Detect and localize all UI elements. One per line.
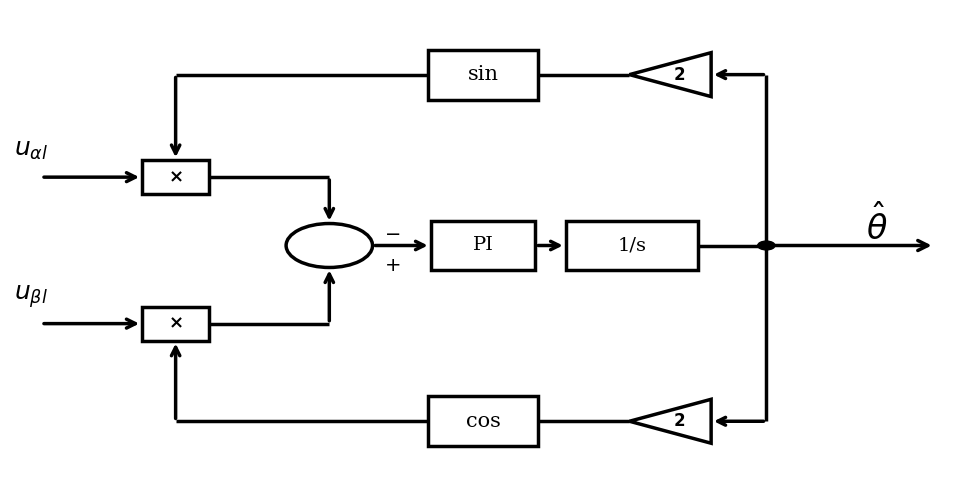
Bar	[428, 396, 538, 446]
Text: $\hat{\theta}$: $\hat{\theta}$	[866, 205, 888, 247]
Text: $u_{\alpha l}$: $u_{\alpha l}$	[14, 139, 48, 162]
Text: 1/s: 1/s	[617, 237, 646, 254]
Circle shape	[757, 241, 775, 250]
Bar	[566, 220, 698, 271]
Text: 2: 2	[674, 412, 686, 430]
Text: cos: cos	[466, 412, 500, 431]
Text: $-$: $-$	[384, 223, 400, 242]
Circle shape	[286, 223, 373, 268]
Text: $\mathbf{\times}$: $\mathbf{\times}$	[168, 168, 183, 186]
Polygon shape	[630, 53, 711, 97]
Text: sin: sin	[468, 65, 498, 84]
Bar	[431, 220, 535, 271]
Bar	[142, 160, 210, 194]
Bar	[142, 306, 210, 341]
Bar	[428, 50, 538, 100]
Text: PI: PI	[472, 237, 494, 254]
Text: $u_{\beta l}$: $u_{\beta l}$	[14, 283, 48, 310]
Text: 2: 2	[674, 66, 686, 83]
Text: $\mathbf{\times}$: $\mathbf{\times}$	[168, 315, 183, 332]
Polygon shape	[630, 399, 711, 443]
Text: $+$: $+$	[384, 256, 401, 275]
